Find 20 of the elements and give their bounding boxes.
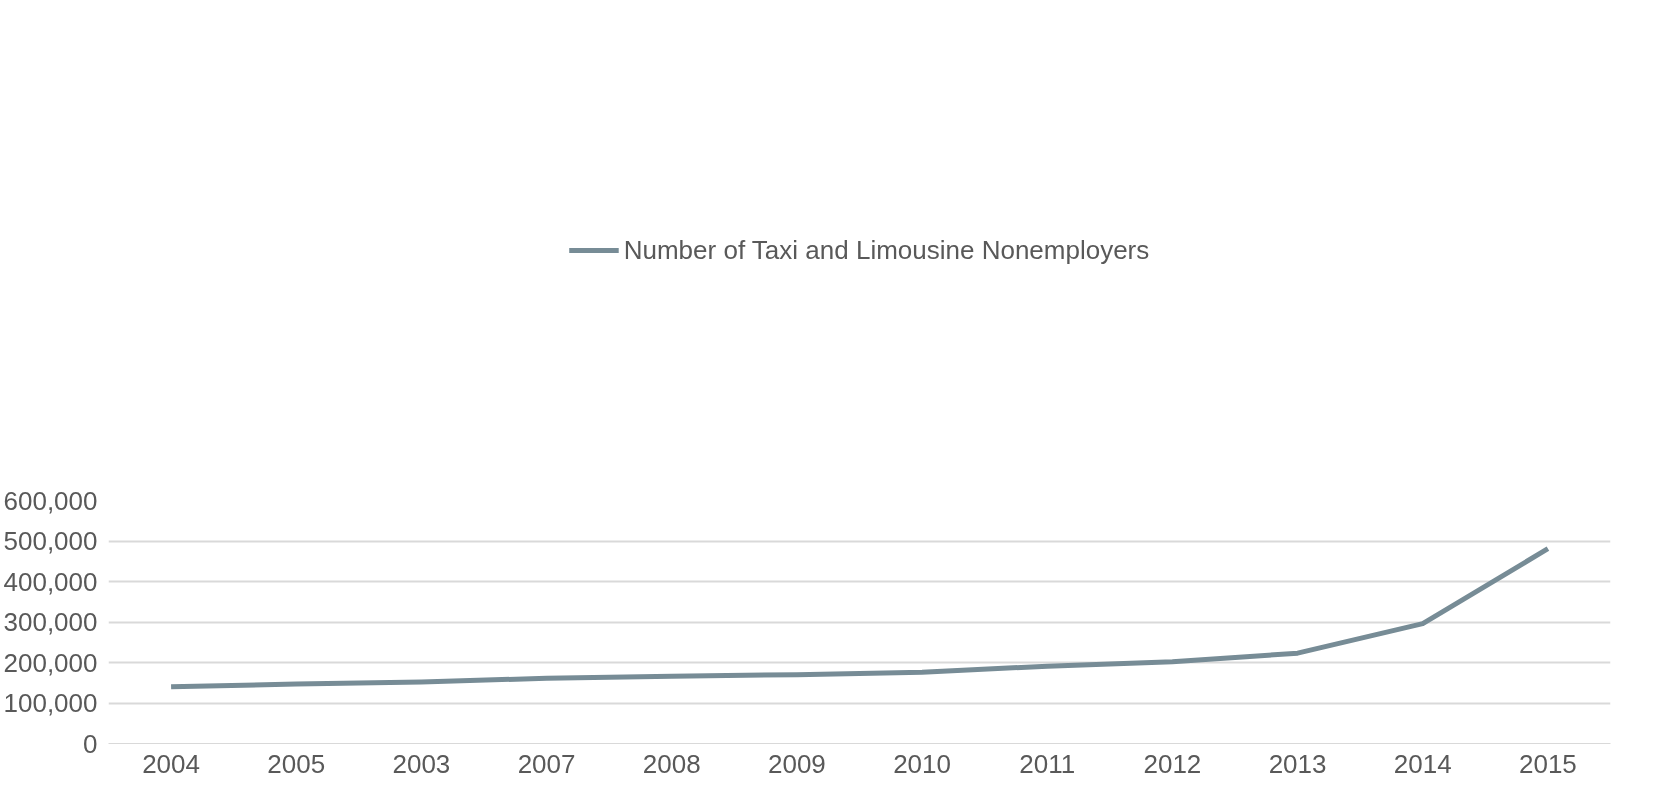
legend-label: Number of Taxi and Limousine Nonemployers [623,234,1150,266]
x-tick-label: 2009 [768,748,826,779]
y-tick-label: 500,000 [3,526,98,556]
y-tick-label: 400,000 [3,566,98,597]
x-tick-label: 2012 [1143,748,1202,779]
x-tick-label: 2011 [1019,748,1076,779]
x-tick-label: 2005 [267,748,326,779]
x-tick-label: 2013 [1268,748,1327,779]
y-tick-label: 300,000 [3,607,98,637]
x-tick-label: 2007 [517,748,576,779]
y-tick-label: 0 [83,728,98,759]
y-tick-label: 200,000 [3,647,98,678]
x-tick-label: 2004 [142,748,201,779]
y-tick-label: 100,000 [3,688,98,718]
x-tick-label: 2010 [893,748,952,779]
y-tick-label: 600,000 [3,485,98,516]
x-tick-label: 2003 [392,748,451,779]
x-tick-label: 2008 [642,748,701,779]
x-tick-label: 2014 [1393,748,1452,779]
x-tick-label: 2015 [1519,748,1577,779]
